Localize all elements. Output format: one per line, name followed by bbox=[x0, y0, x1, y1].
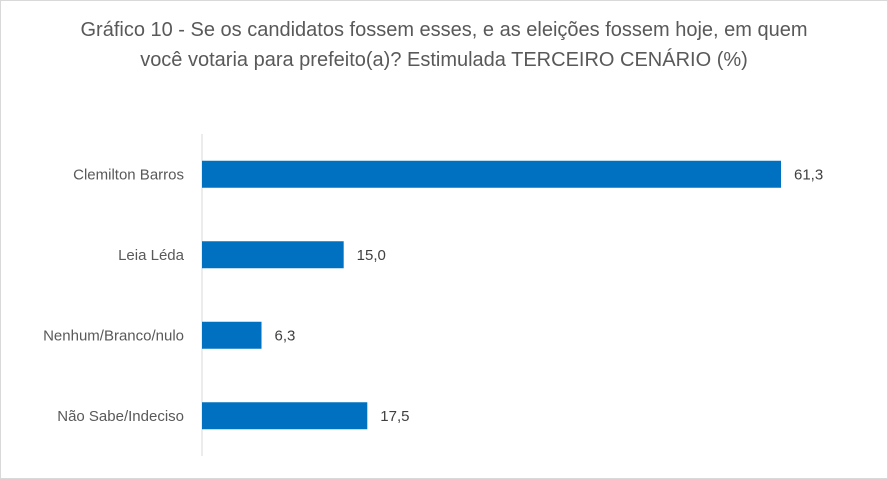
bar bbox=[202, 241, 344, 269]
category-label: Não Sabe/Indeciso bbox=[57, 408, 184, 425]
bar bbox=[202, 321, 262, 349]
chart-title: Gráfico 10 - Se os candidatos fossem ess… bbox=[80, 19, 808, 71]
data-label: 6,3 bbox=[275, 327, 296, 344]
category-label: Leia Léda bbox=[118, 247, 185, 264]
data-label: 17,5 bbox=[380, 408, 409, 425]
bars-group: Clemilton Barros 61,3 Leia Léda 15,0 Nenhum/… bbox=[43, 160, 823, 430]
data-label: 61,3 bbox=[794, 166, 823, 183]
bar bbox=[202, 160, 781, 188]
category-label: Nenhum/Branco/nulo bbox=[43, 327, 184, 344]
bar bbox=[202, 402, 368, 430]
data-label: 15,0 bbox=[357, 247, 386, 264]
category-label: Clemilton Barros bbox=[73, 166, 184, 183]
